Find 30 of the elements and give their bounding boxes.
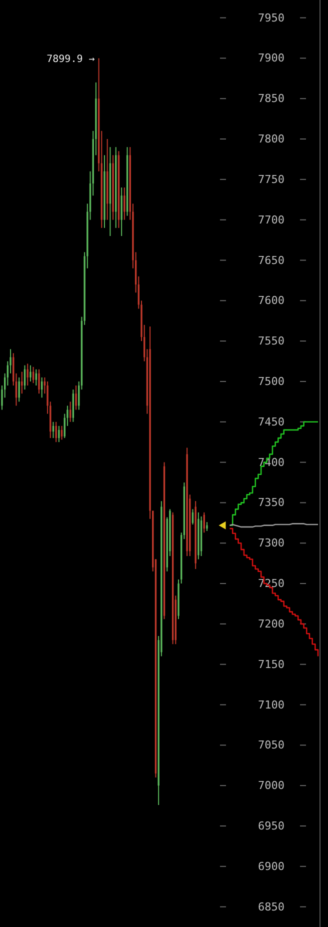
y-tick-label: 7600 [258, 294, 284, 308]
y-tick-label: 7000 [258, 779, 284, 792]
candlestick [58, 425, 60, 443]
y-tick-label: 7500 [258, 374, 284, 388]
candlestick [30, 364, 32, 382]
y-tick-label: 7800 [258, 132, 284, 146]
y-tick-label: 6850 [258, 900, 284, 914]
y-tick-label: 7300 [258, 536, 284, 550]
y-tick-label: 7750 [258, 172, 284, 186]
y-tick-label: 7200 [258, 617, 284, 630]
y-tick-label: 7650 [258, 254, 284, 267]
y-tick-label: 7050 [258, 738, 284, 752]
y-tick-label: 7700 [258, 213, 284, 226]
candlestick [18, 376, 20, 402]
candlestick [55, 421, 57, 443]
y-tick-label: 7900 [258, 52, 284, 65]
candlestick [21, 371, 23, 394]
candlestick [124, 187, 126, 220]
y-tick-label: 7550 [258, 334, 284, 348]
y-tick-label: 7150 [258, 658, 284, 671]
annotation: 7899.9 → [46, 54, 95, 65]
y-tick-label: 7450 [258, 415, 284, 428]
y-tick-label: 6900 [258, 860, 284, 873]
candlestick [38, 368, 40, 394]
candlestick [75, 385, 77, 410]
y-tick-label: 7100 [258, 698, 284, 712]
y-tick-label: 6950 [258, 819, 284, 832]
y-tick-label: 7850 [258, 92, 284, 106]
y-tick-label: 7950 [258, 11, 284, 24]
y-tick-label: 7350 [258, 496, 284, 510]
